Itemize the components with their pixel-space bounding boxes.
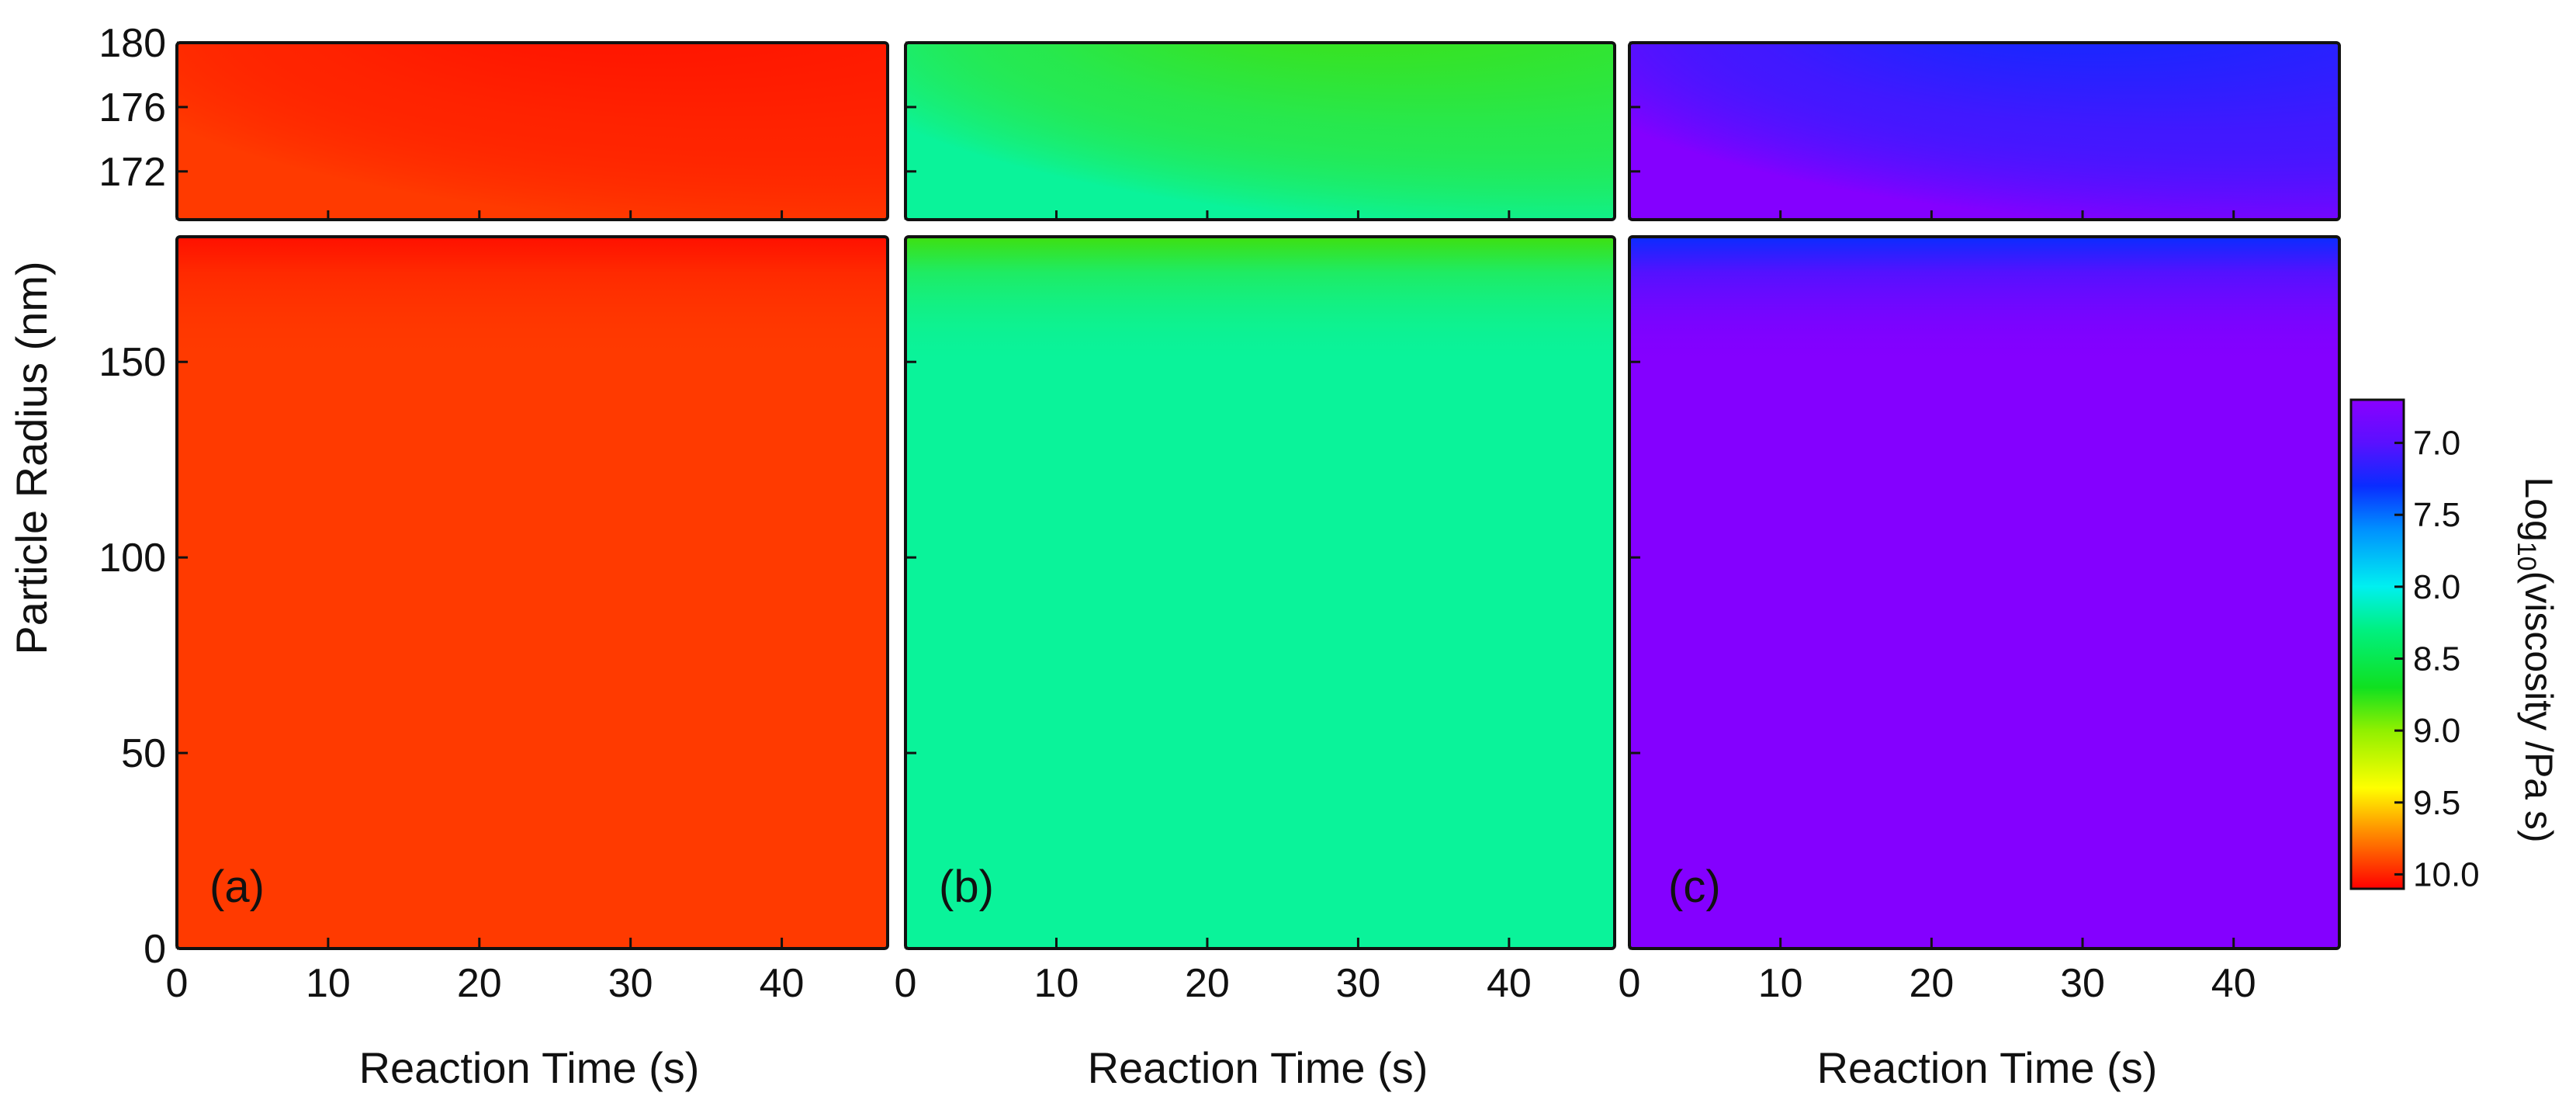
frame-bottom-1 (175, 235, 889, 950)
x-axis-label-a: Reaction Time (s) (359, 1043, 700, 1092)
frame-top-2 (904, 41, 1616, 221)
y-tick-label-bottom: 150 (99, 340, 166, 385)
y-tick-label-top: 176 (99, 85, 166, 130)
y-axis-label: Particle Radius (nm) (7, 261, 56, 654)
heatmap-bottom-surface-1 (177, 237, 888, 949)
colorbar-tick-label: 8.0 (2413, 568, 2460, 606)
x-tick-label: 40 (760, 961, 805, 1006)
panel-a: 0 10 20 30 40 172 176 180 0 50 100 150 (99, 21, 889, 1006)
x-tick-label: 30 (2060, 961, 2105, 1006)
y-tick-label-top: 172 (99, 150, 166, 195)
heatmap-top-surface-3 (1629, 43, 2339, 220)
frame-top-1 (175, 41, 889, 221)
panel-c: 0 10 20 30 40 (1619, 41, 2341, 1006)
x-tick-label: 30 (608, 961, 653, 1006)
colorbar-tick-label: 7.0 (2413, 425, 2460, 463)
x-tick-label: 20 (1909, 961, 1954, 1006)
colorbar-tick-label: 8.5 (2413, 640, 2460, 678)
y-tick-label-bottom: 100 (99, 536, 166, 581)
colorbar: 7.0 7.5 8.0 8.5 9.0 9.5 10.0 (2349, 398, 2480, 893)
x-tick-label: 20 (1185, 961, 1230, 1006)
colorbar-tick-label: 7.5 (2413, 496, 2460, 534)
y-tick-label-bottom: 50 (121, 731, 166, 776)
y-tick-label-top: 180 (99, 21, 166, 66)
x-tick-label: 40 (2211, 961, 2256, 1006)
x-tick-label: 20 (457, 961, 502, 1006)
panel-label-b: (b) (939, 862, 994, 912)
x-axis-label-b: Reaction Time (s) (1088, 1043, 1428, 1092)
heatmap-bottom-surface-2 (905, 237, 1615, 949)
panel-label-c: (c) (1668, 862, 1721, 912)
x-tick-label: 0 (1619, 961, 1641, 1006)
colorbar-bar (2349, 398, 2405, 890)
frame-bottom-3 (1628, 235, 2341, 950)
panel-label-a: (a) (209, 862, 265, 912)
colorbar-tick-label: 10.0 (2413, 855, 2480, 893)
frame-top-3 (1628, 41, 2341, 221)
x-tick-label: 0 (895, 961, 917, 1006)
frame-bottom-2 (904, 235, 1616, 950)
x-tick-label: 10 (1758, 961, 1803, 1006)
x-tick-label: 10 (306, 961, 351, 1006)
heatmap-top-surface-2 (905, 43, 1615, 220)
colorbar-tick-label: 9.0 (2413, 712, 2460, 750)
colorbar-tick-label: 9.5 (2413, 784, 2460, 822)
x-tick-label: 30 (1335, 961, 1380, 1006)
x-axis-label-c: Reaction Time (s) (1817, 1043, 2158, 1092)
heatmap-bottom-surface-3 (1629, 237, 2339, 949)
colorbar-title: Log10(viscosity /Pa s) (2512, 477, 2560, 842)
x-tick-label: 10 (1034, 961, 1079, 1006)
x-tick-label: 0 (166, 961, 189, 1006)
panel-b: 0 10 20 30 40 (895, 41, 1616, 1006)
y-tick-label-bottom: 0 (144, 927, 166, 972)
heatmap-top-surface-1 (177, 43, 888, 220)
x-tick-label: 40 (1487, 961, 1532, 1006)
